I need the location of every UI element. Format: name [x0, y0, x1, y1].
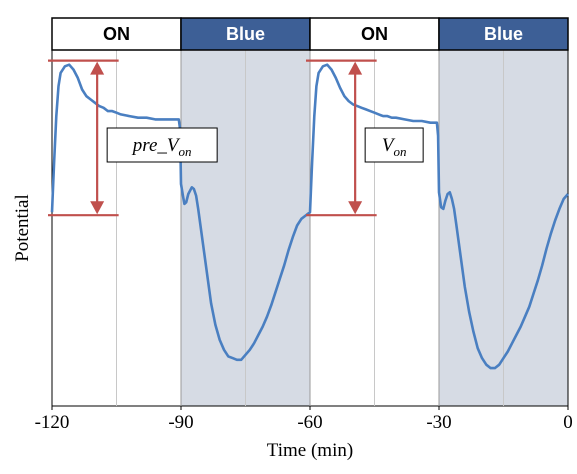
phase-box-blue — [438, 17, 569, 51]
x-tick-label: 0 — [563, 412, 573, 433]
series-layer — [50, 63, 569, 370]
von-label: Von — [382, 135, 407, 159]
x-tick-label: -120 — [35, 412, 70, 433]
phase-header: ON Blue ON Blue — [51, 17, 569, 51]
phase-label-on: ON — [103, 24, 130, 44]
arrowhead-down — [90, 201, 105, 215]
annotation-label-box — [106, 127, 218, 163]
x-tick-label: -30 — [426, 412, 451, 433]
phase-label-blue: Blue — [226, 24, 265, 44]
annotation-label-box — [364, 127, 424, 163]
annotation-layer: pre_Von Von — [48, 59, 424, 217]
y-axis-title: Potential — [12, 194, 33, 262]
potential-line — [50, 63, 569, 370]
arrowhead-up — [348, 61, 363, 75]
pre-von-label: pre_Von — [131, 135, 192, 159]
arrowhead-up — [90, 61, 105, 75]
phase-label-blue: Blue — [484, 24, 523, 44]
gridlines — [51, 49, 569, 407]
phase-box-on — [51, 17, 182, 51]
x-tick-label: -90 — [168, 412, 193, 433]
phase-box-on — [309, 17, 440, 51]
arrowhead-down — [348, 201, 363, 215]
phase-label-on: ON — [361, 24, 388, 44]
x-tick-label: -60 — [297, 412, 322, 433]
x-axis-title: Time (min) — [267, 440, 353, 461]
x-axis: -120 -90 -60 -30 0 — [35, 406, 573, 433]
